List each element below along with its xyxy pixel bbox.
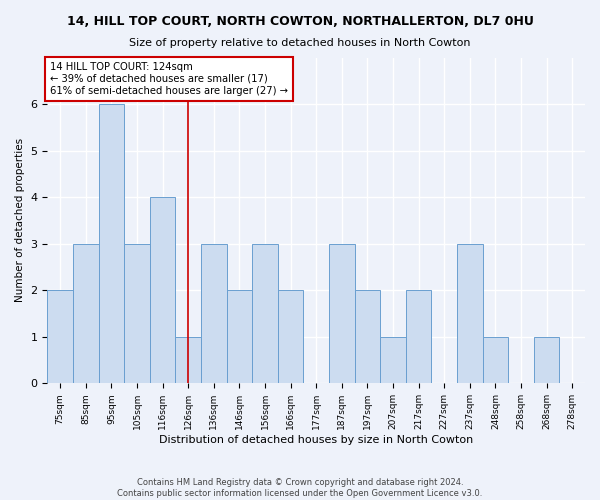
Bar <box>201 244 227 384</box>
Text: 14, HILL TOP COURT, NORTH COWTON, NORTHALLERTON, DL7 0HU: 14, HILL TOP COURT, NORTH COWTON, NORTHA… <box>67 15 533 28</box>
Bar <box>278 290 304 384</box>
Bar <box>98 104 124 384</box>
Bar <box>482 337 508 384</box>
Text: Size of property relative to detached houses in North Cowton: Size of property relative to detached ho… <box>129 38 471 48</box>
Bar <box>457 244 482 384</box>
Bar <box>380 337 406 384</box>
Bar <box>227 290 252 384</box>
Bar <box>406 290 431 384</box>
Text: Contains HM Land Registry data © Crown copyright and database right 2024.
Contai: Contains HM Land Registry data © Crown c… <box>118 478 482 498</box>
Bar <box>355 290 380 384</box>
Bar <box>150 197 175 384</box>
Bar <box>534 337 559 384</box>
Bar <box>175 337 201 384</box>
X-axis label: Distribution of detached houses by size in North Cowton: Distribution of detached houses by size … <box>159 435 473 445</box>
Bar <box>47 290 73 384</box>
Text: 14 HILL TOP COURT: 124sqm
← 39% of detached houses are smaller (17)
61% of semi-: 14 HILL TOP COURT: 124sqm ← 39% of detac… <box>50 62 288 96</box>
Bar <box>73 244 98 384</box>
Bar <box>124 244 150 384</box>
Y-axis label: Number of detached properties: Number of detached properties <box>15 138 25 302</box>
Bar <box>252 244 278 384</box>
Bar <box>329 244 355 384</box>
